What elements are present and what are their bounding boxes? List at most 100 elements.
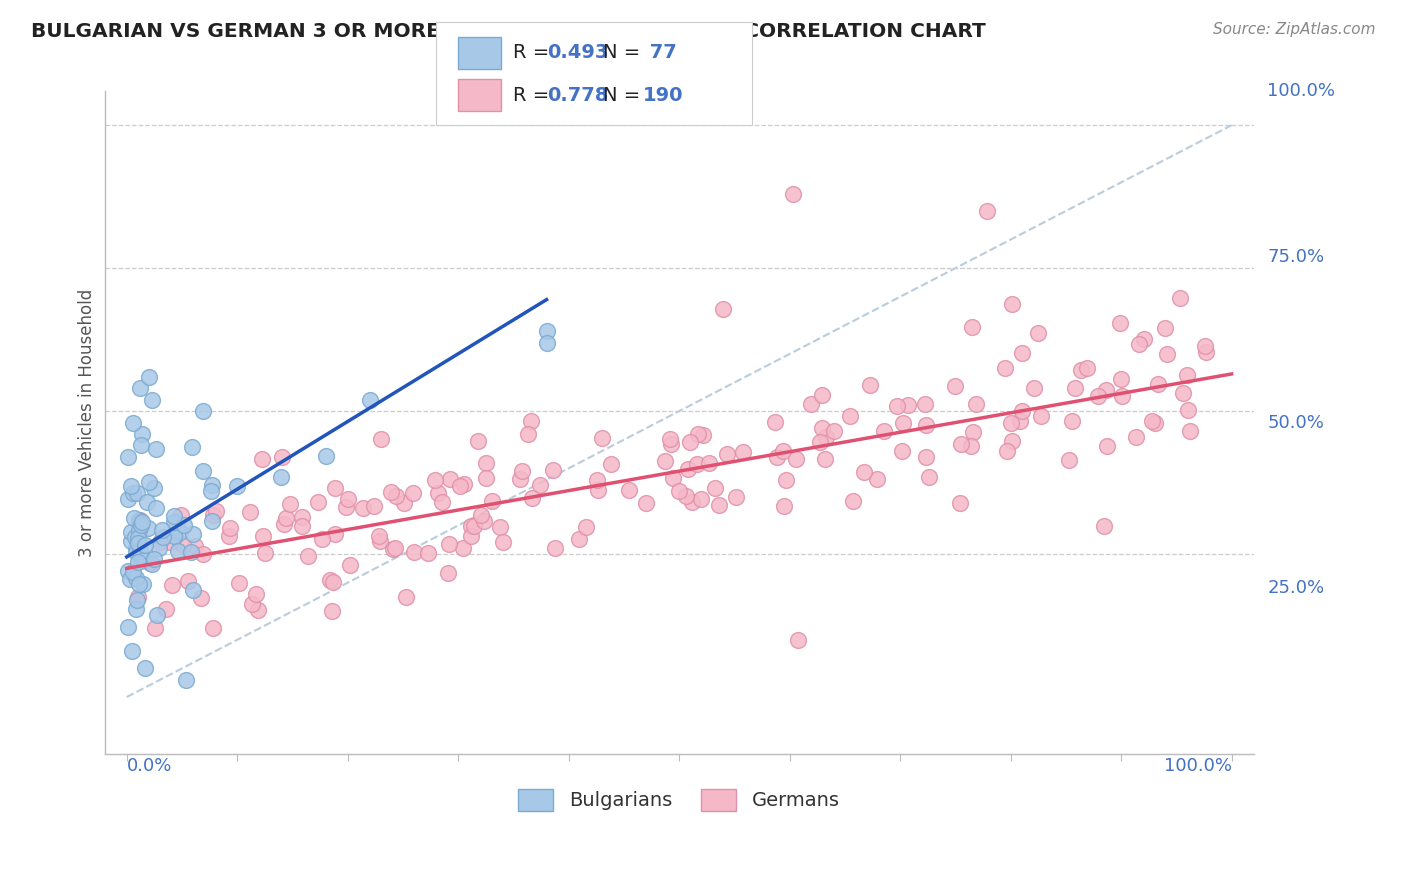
Point bbox=[1195, 345, 1218, 359]
Point bbox=[416, 546, 439, 560]
Point bbox=[716, 447, 738, 461]
Point bbox=[149, 535, 172, 549]
Point bbox=[163, 529, 186, 543]
Point bbox=[575, 520, 598, 534]
Point bbox=[254, 546, 277, 560]
Point bbox=[962, 425, 984, 439]
Point bbox=[142, 551, 165, 566]
Point bbox=[668, 483, 690, 498]
Point bbox=[323, 527, 346, 541]
Point bbox=[866, 472, 889, 486]
Point bbox=[129, 515, 152, 529]
Point bbox=[201, 478, 224, 492]
Y-axis label: 3 or more Vehicles in Household: 3 or more Vehicles in Household bbox=[79, 288, 96, 557]
Point bbox=[1147, 377, 1170, 392]
Point bbox=[591, 431, 613, 445]
Point bbox=[322, 574, 344, 589]
Point bbox=[384, 541, 406, 556]
Point bbox=[1177, 403, 1199, 417]
Point bbox=[1140, 414, 1163, 428]
Point bbox=[1171, 386, 1194, 401]
Point bbox=[1125, 429, 1147, 443]
Point bbox=[886, 399, 908, 413]
Point bbox=[995, 443, 1018, 458]
Point bbox=[128, 577, 150, 591]
Point bbox=[191, 548, 214, 562]
Point bbox=[704, 482, 727, 496]
Point bbox=[384, 489, 406, 503]
Point bbox=[481, 494, 503, 508]
Point bbox=[692, 428, 714, 442]
Point bbox=[766, 450, 789, 464]
Point bbox=[1143, 416, 1166, 430]
Point bbox=[159, 534, 181, 549]
Point bbox=[166, 519, 188, 533]
Point bbox=[392, 496, 415, 510]
Point bbox=[460, 518, 482, 533]
Point bbox=[814, 451, 837, 466]
Point bbox=[297, 549, 319, 563]
Point bbox=[1057, 453, 1080, 467]
Point bbox=[488, 520, 510, 534]
Point bbox=[180, 544, 202, 558]
Point bbox=[228, 576, 250, 591]
Point bbox=[131, 427, 153, 442]
Point bbox=[274, 510, 297, 524]
Point bbox=[873, 424, 896, 438]
Point bbox=[131, 553, 153, 567]
Text: 100.0%: 100.0% bbox=[1267, 82, 1336, 100]
Point bbox=[437, 537, 460, 551]
Point bbox=[120, 479, 142, 493]
Point bbox=[772, 499, 794, 513]
Point bbox=[711, 302, 734, 317]
Point bbox=[731, 445, 754, 459]
Point bbox=[425, 473, 447, 487]
Point bbox=[492, 535, 515, 549]
Point bbox=[162, 578, 184, 592]
Text: N =: N = bbox=[603, 86, 647, 104]
Point bbox=[1001, 434, 1024, 448]
Point bbox=[172, 538, 194, 552]
Point bbox=[134, 538, 156, 552]
Point bbox=[181, 582, 204, 597]
Point bbox=[163, 515, 186, 529]
Point bbox=[138, 369, 160, 384]
Point bbox=[190, 591, 212, 606]
Point bbox=[128, 523, 150, 537]
Point bbox=[1133, 332, 1156, 346]
Point bbox=[122, 510, 145, 524]
Point bbox=[1031, 409, 1053, 423]
Point bbox=[127, 535, 149, 549]
Point bbox=[127, 486, 149, 500]
Text: BULGARIAN VS GERMAN 3 OR MORE VEHICLES IN HOUSEHOLD CORRELATION CHART: BULGARIAN VS GERMAN 3 OR MORE VEHICLES I… bbox=[31, 22, 986, 41]
Point bbox=[467, 434, 489, 449]
Point bbox=[449, 479, 471, 493]
Text: N =: N = bbox=[603, 44, 647, 62]
Point bbox=[1076, 360, 1098, 375]
Point bbox=[145, 500, 167, 515]
Point bbox=[1087, 389, 1109, 403]
Point bbox=[138, 475, 160, 490]
Point bbox=[122, 485, 145, 500]
Point bbox=[960, 320, 983, 334]
Point bbox=[914, 417, 936, 432]
Point bbox=[202, 508, 225, 522]
Point bbox=[270, 469, 292, 483]
Point bbox=[994, 361, 1017, 376]
Point bbox=[918, 469, 941, 483]
Point bbox=[1128, 337, 1150, 351]
Point bbox=[395, 591, 418, 605]
Point bbox=[915, 450, 938, 464]
Point bbox=[127, 547, 149, 561]
Point bbox=[117, 620, 139, 634]
Point bbox=[117, 564, 139, 578]
Point bbox=[965, 396, 987, 410]
Point bbox=[125, 545, 148, 559]
Point bbox=[163, 528, 186, 542]
Point bbox=[335, 500, 357, 515]
Text: 77: 77 bbox=[643, 44, 676, 62]
Point bbox=[167, 544, 190, 558]
Point bbox=[586, 483, 609, 497]
Point bbox=[1097, 439, 1119, 453]
Point bbox=[427, 486, 450, 500]
